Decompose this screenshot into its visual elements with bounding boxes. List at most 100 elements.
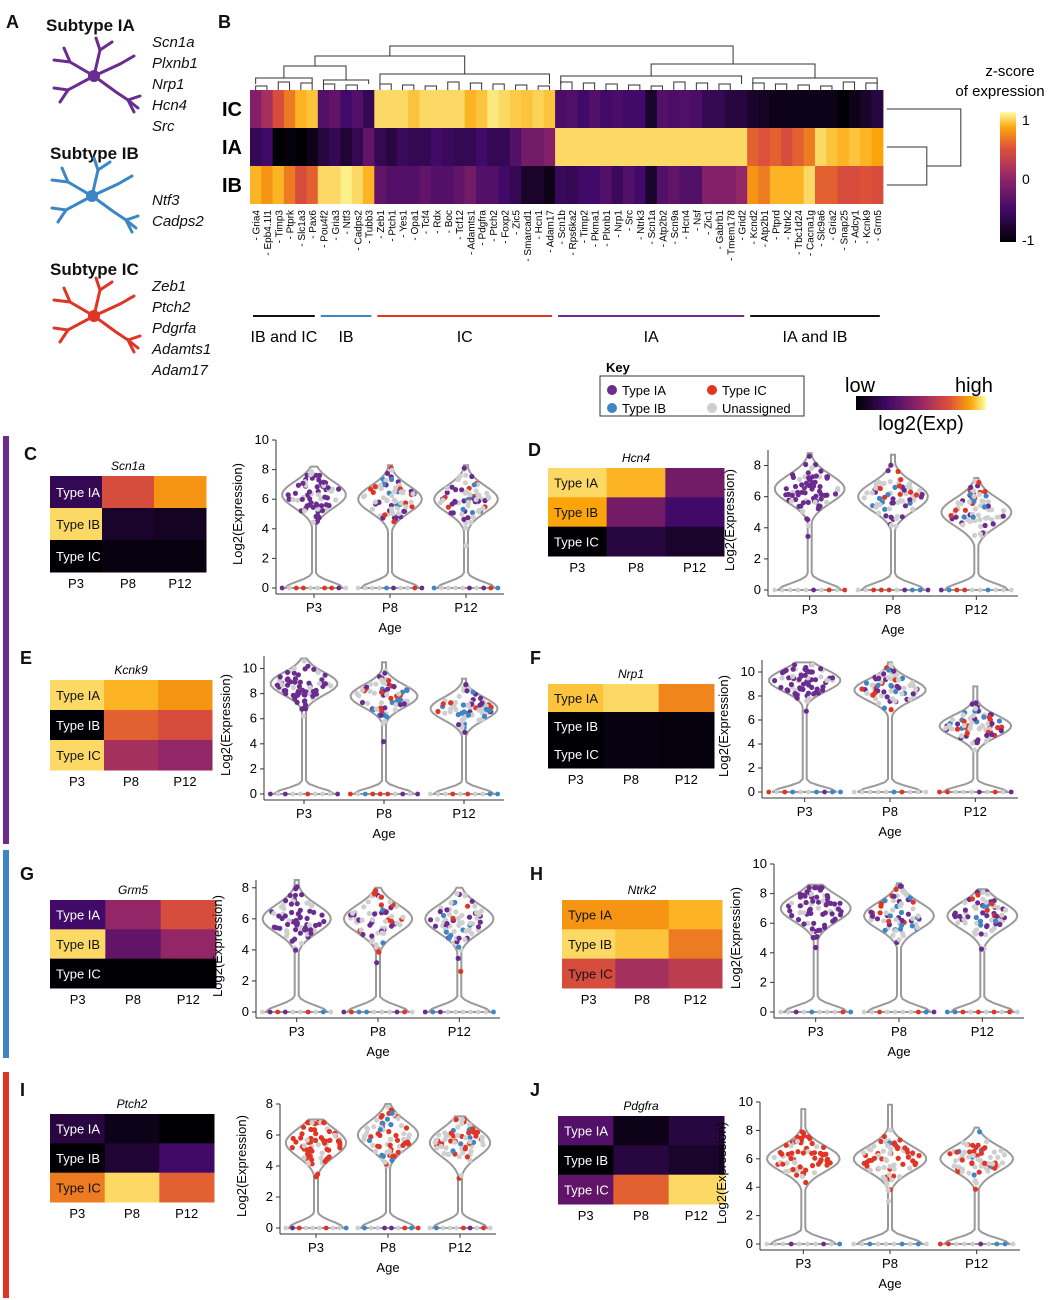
violin-point (370, 1142, 376, 1148)
violin-y-axis-label: Log2(Expression) (714, 1122, 729, 1224)
violin-point (294, 901, 300, 907)
violin-point (285, 682, 291, 688)
violin-point (953, 1158, 959, 1164)
heatmap-gene-label: - Yes1 (399, 210, 410, 238)
violin-point (299, 892, 305, 898)
violin-point (803, 708, 809, 714)
violin-point (954, 726, 961, 732)
violin-point (953, 514, 959, 520)
violin-point (799, 489, 805, 495)
violin-point (917, 487, 923, 493)
violin-point (904, 1147, 910, 1153)
violin-point (326, 1128, 332, 1135)
violin-point (328, 488, 334, 494)
heatmap-cell (668, 128, 680, 166)
violin-point (871, 1155, 877, 1161)
violin-point (292, 490, 298, 496)
mini-heatmap-cell (104, 1114, 160, 1144)
violin-zero-point (780, 587, 785, 593)
row-dendrogram-branch (886, 146, 928, 186)
heatmap-cell (600, 166, 613, 204)
violin-zero-point (983, 1009, 989, 1015)
violin-zero-point (774, 789, 780, 795)
heatmap-gene-label: - Ptch2 (489, 210, 500, 242)
violin-outline (356, 1103, 420, 1229)
heatmap-cell (600, 90, 613, 128)
heatmap-cell (283, 166, 296, 204)
violin-zero-point (395, 1225, 401, 1231)
violin-point (354, 690, 360, 696)
mini-heatmap-cell (104, 1143, 160, 1174)
mini-heatmap-cell (50, 1172, 106, 1203)
violin-point (888, 707, 894, 713)
dendrogram-branch (650, 85, 663, 90)
violin-point (316, 680, 323, 687)
mini-heatmap-cell (160, 900, 217, 930)
violin-zero-point (465, 791, 471, 797)
violin-point (888, 462, 894, 468)
mini-heatmap-cell (658, 684, 715, 713)
violin-point (787, 908, 793, 914)
violin-point (392, 498, 398, 504)
violin-point (910, 906, 916, 912)
violin-point (300, 480, 306, 486)
neuron-branch (92, 74, 130, 102)
violin-point (297, 930, 303, 936)
violin-point (381, 739, 387, 745)
violin-zero-point (899, 1241, 905, 1247)
violin-zero-point (355, 585, 361, 591)
violin-point (395, 1149, 401, 1155)
violin-y-tick-label: 2 (754, 551, 761, 566)
heatmap-gene-label: - Rdx (432, 210, 443, 234)
violin-outline (946, 888, 1019, 1013)
violin-zero-point (976, 1009, 981, 1015)
violin-point (379, 930, 385, 936)
heatmap-cell (611, 128, 624, 166)
violin-x-tick-label: P8 (382, 600, 398, 615)
violin-point (389, 493, 395, 499)
violin-point (915, 913, 921, 919)
violin-zero-point (400, 791, 406, 797)
heatmap-gene-label: - Pax6 (308, 210, 319, 239)
violin-point (895, 1155, 901, 1161)
heatmap-cell (611, 90, 624, 128)
heatmap-cell (351, 128, 364, 166)
violin-y-tick-label: 10 (243, 661, 257, 676)
violin-point (394, 920, 400, 926)
heatmap-cell (295, 128, 308, 166)
violin-point (869, 490, 875, 496)
violin-point (318, 1155, 324, 1161)
violin-zero-point (474, 1225, 480, 1231)
violin-point (291, 670, 297, 676)
violin-point (466, 1130, 472, 1136)
violin-zero-point (851, 789, 857, 795)
key-marker (607, 403, 617, 413)
violin-point (800, 508, 806, 514)
violin-zero-point (453, 585, 458, 591)
violin-point (319, 503, 325, 509)
heatmap-gene-label: - Zic5 (512, 210, 523, 235)
heatmap-cell (634, 128, 647, 166)
violin-zero-point (811, 587, 816, 593)
violin-point (813, 473, 819, 479)
violin-zero-point (891, 789, 897, 795)
violin-point (971, 747, 978, 753)
neuron-branch (92, 294, 136, 318)
violin-zero-point (415, 1225, 421, 1231)
violin-zero-point (822, 789, 827, 795)
violin-point (965, 914, 971, 920)
violin-point (384, 470, 391, 476)
mini-heatmap-cell (102, 540, 155, 573)
violin-point (803, 461, 809, 468)
violin-x-tick-label: P3 (289, 1024, 305, 1039)
heatmap-cell (543, 128, 556, 166)
violin-zero-point (409, 1225, 414, 1231)
violin-zero-point (481, 1225, 486, 1231)
violin-zero-point (450, 791, 456, 797)
heatmap-cell (634, 166, 647, 204)
violin-y-tick-label: 0 (266, 1220, 273, 1235)
violin-point (459, 1116, 465, 1123)
mini-heatmap-cell (562, 900, 616, 930)
violin-point (372, 888, 378, 894)
